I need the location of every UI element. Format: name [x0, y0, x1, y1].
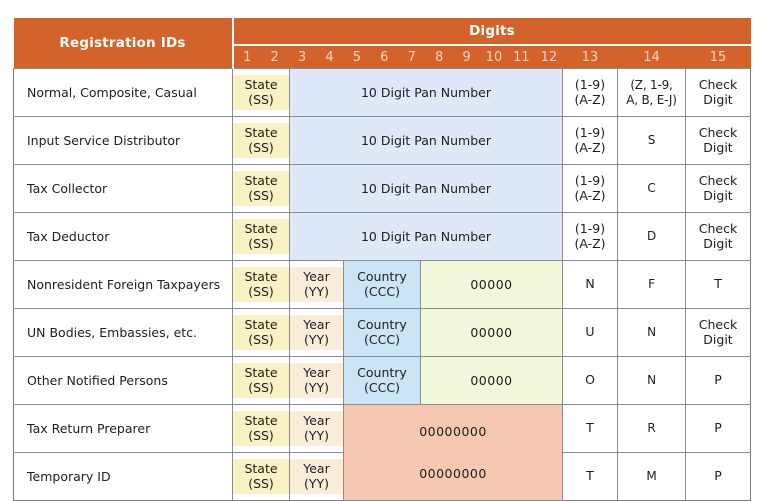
digit-13-cell: T [562, 452, 618, 501]
registration-ids-header: Registration IDs [13, 18, 234, 69]
pan-number-cell: 10 Digit Pan Number [289, 116, 563, 165]
year-cell: Year (YY) [289, 260, 344, 309]
row-label: Nonresident Foreign Taxpayers [13, 260, 233, 309]
digit-number: 5 [352, 49, 362, 65]
digit-number: 10 [485, 49, 503, 65]
digit-number: 9 [462, 49, 471, 65]
registration-id-format-table: Registration IDs Digits 1 2 3 4 5 6 7 8 … [13, 18, 752, 501]
row-label: Input Service Distributor [13, 116, 233, 165]
digit-number: 4 [325, 49, 334, 65]
digit-number-15: 15 [685, 45, 751, 69]
digit-number: 7 [407, 49, 416, 65]
digit-13-cell: N [562, 260, 618, 309]
state-cell: State (SS) [232, 164, 290, 213]
digit-13-cell: T [562, 404, 618, 453]
digit-15-cell: Check Digit [684, 116, 752, 165]
digit-15-cell: P [684, 404, 752, 453]
five-digit-cell: 00000 [420, 308, 563, 357]
digit-15-cell: P [684, 356, 752, 405]
digit-14-cell: F [617, 260, 686, 309]
table-row: Input Service Distributor State (SS) 10 … [13, 116, 752, 165]
five-digit-cell: 00000 [420, 356, 563, 405]
state-cell: State (SS) [232, 260, 290, 309]
state-cell: State (SS) [232, 116, 290, 165]
digit-14-cell: (Z, 1-9, A, B, E-J) [617, 68, 686, 117]
digit-13-cell: (1-9) (A-Z) [562, 212, 618, 261]
table-row: Nonresident Foreign Taxpayers State (SS)… [13, 260, 752, 309]
digit-15-cell: Check Digit [684, 164, 752, 213]
digit-15-cell: Check Digit [684, 212, 752, 261]
pan-number-cell: 10 Digit Pan Number [289, 164, 563, 213]
digit-number: 2 [270, 49, 279, 65]
table-row: UN Bodies, Embassies, etc. State (SS) Ye… [13, 308, 752, 357]
row-label: Tax Return Preparer [13, 404, 233, 453]
year-cell: Year (YY) [289, 452, 344, 501]
table-header: Registration IDs Digits 1 2 3 4 5 6 7 8 … [13, 18, 751, 69]
digit-13-cell: (1-9) (A-Z) [562, 164, 618, 213]
row-label: Tax Collector [13, 164, 233, 213]
digit-numbers-1-12: 1 2 3 4 5 6 7 8 9 10 11 12 [232, 45, 563, 69]
digit-14-cell: N [617, 308, 686, 357]
table-row: Normal, Composite, Casual State (SS) 10 … [13, 68, 752, 117]
pan-number-cell: 10 Digit Pan Number [289, 68, 563, 117]
digit-number-14: 14 [617, 45, 686, 69]
state-cell: State (SS) [232, 404, 290, 453]
digit-number: 1 [243, 49, 252, 65]
digit-14-cell: D [617, 212, 686, 261]
table-row: Tax Deductor State (SS) 10 Digit Pan Num… [13, 212, 752, 261]
digit-number: 3 [297, 49, 307, 65]
table-row: Tax Return Preparer State (SS) Year (YY)… [13, 404, 752, 501]
digit-14-cell: M [617, 452, 686, 501]
digit-13-cell: (1-9) (A-Z) [562, 68, 618, 117]
row-label: UN Bodies, Embassies, etc. [13, 308, 233, 357]
state-cell: State (SS) [232, 356, 290, 405]
digit-number: 12 [540, 49, 558, 65]
digit-14-cell: N [617, 356, 686, 405]
state-cell: State (SS) [232, 68, 290, 117]
country-cell: Country (CCC) [343, 308, 421, 357]
row-label: Temporary ID [13, 452, 233, 501]
row-label: Other Notified Persons [13, 356, 233, 405]
digit-15-cell: Check Digit [684, 68, 752, 117]
digit-number: 8 [435, 49, 444, 65]
table-row: Other Notified Persons State (SS) Year (… [13, 356, 752, 405]
country-cell: Country (CCC) [343, 356, 421, 405]
gst-registration-format-table-container: Registration IDs Digits 1 2 3 4 5 6 7 8 … [13, 18, 752, 501]
eight-digit-value: 00000000 [419, 424, 487, 439]
pan-number-cell: 10 Digit Pan Number [289, 212, 563, 261]
five-digit-cell: 00000 [420, 260, 563, 309]
row-label: Tax Deductor [13, 212, 233, 261]
digits-header: Digits [232, 18, 751, 46]
digit-13-cell: U [562, 308, 618, 357]
state-cell: State (SS) [232, 212, 290, 261]
table-row: Tax Collector State (SS) 10 Digit Pan Nu… [13, 164, 752, 213]
digit-15-cell: P [684, 452, 752, 501]
year-cell: Year (YY) [289, 356, 344, 405]
digit-14-cell: C [617, 164, 686, 213]
digit-number: 11 [513, 49, 530, 65]
country-cell: Country (CCC) [343, 260, 421, 309]
eight-digit-value: 00000000 [419, 466, 487, 481]
digit-13-cell: (1-9) (A-Z) [562, 116, 618, 165]
digit-13-cell: O [562, 356, 618, 405]
digit-14-cell: S [617, 116, 686, 165]
state-cell: State (SS) [232, 452, 290, 501]
year-cell: Year (YY) [289, 404, 344, 453]
digit-number-13: 13 [562, 45, 618, 69]
eight-digit-merged-cell: 00000000 00000000 [343, 404, 563, 501]
digit-15-cell: T [684, 260, 752, 309]
state-cell: State (SS) [232, 308, 290, 357]
row-label: Normal, Composite, Casual [13, 68, 233, 117]
digit-number: 6 [380, 49, 389, 65]
digit-14-cell: R [617, 404, 686, 453]
digit-15-cell: Check Digit [684, 308, 752, 357]
year-cell: Year (YY) [289, 308, 344, 357]
